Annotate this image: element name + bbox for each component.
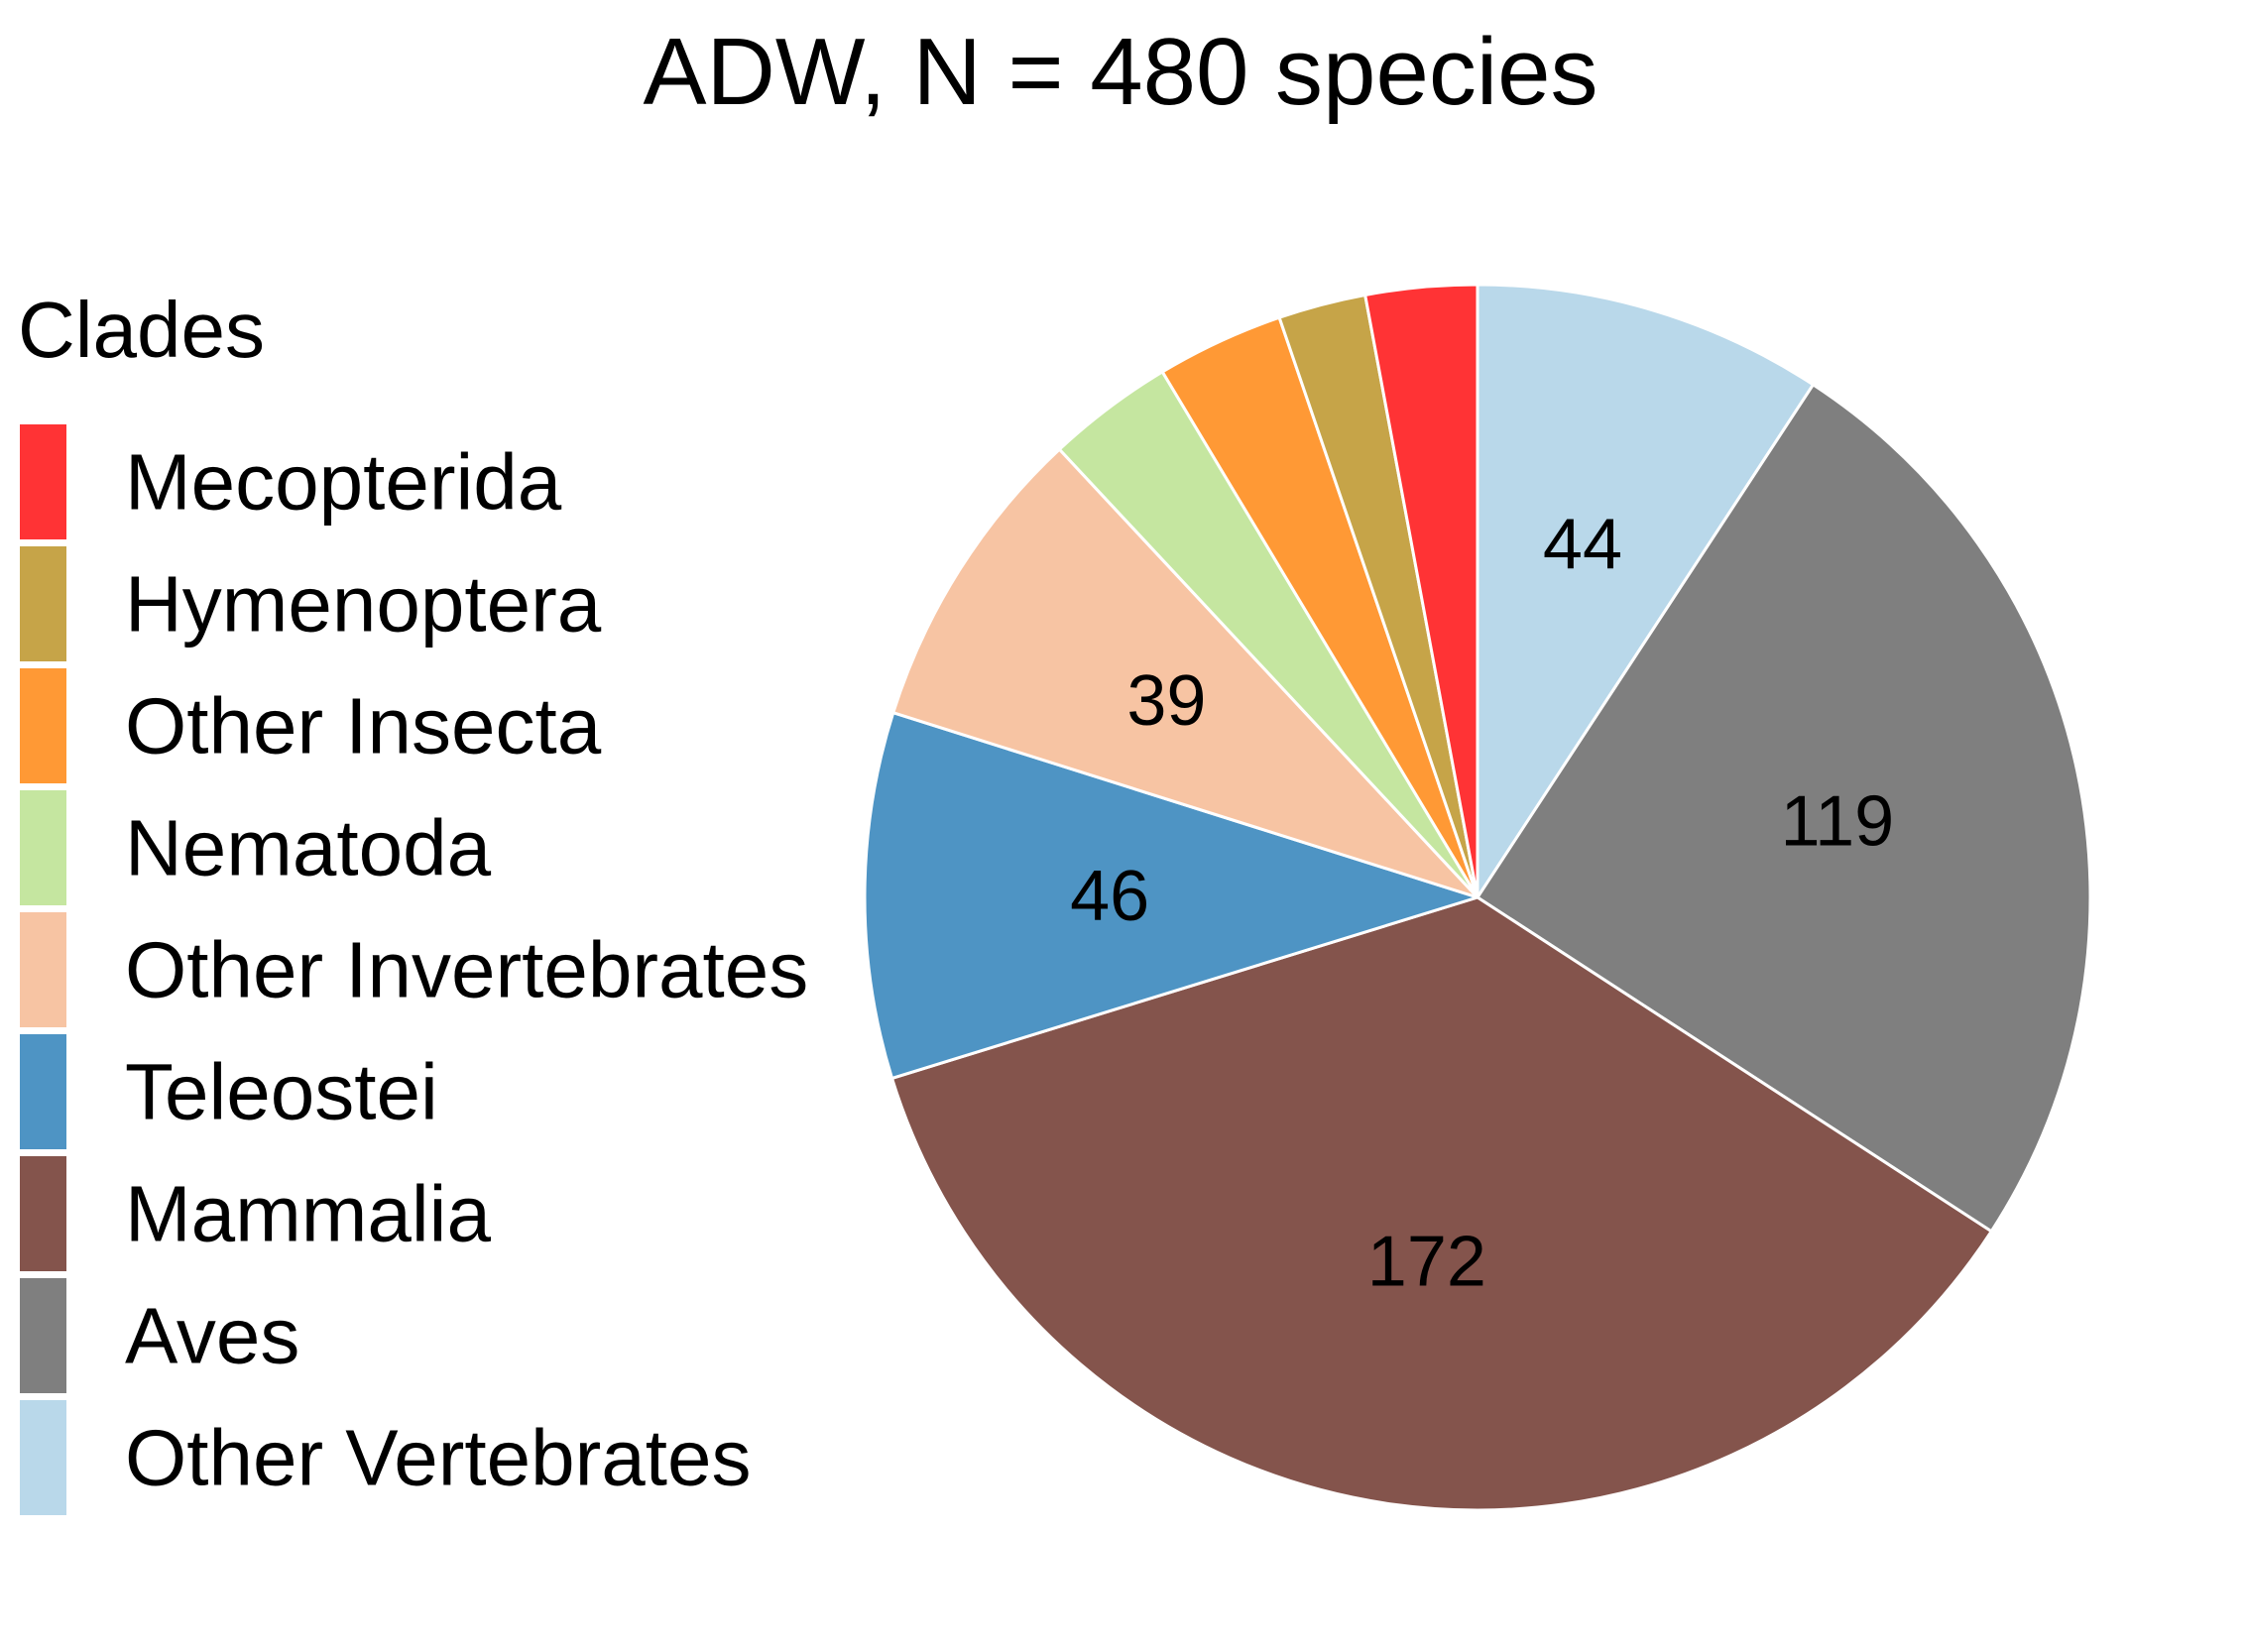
pie-slices	[863, 283, 2092, 1512]
slice-label-other-vertebrates: 44	[1543, 506, 1622, 585]
slice-label-aves: 119	[1780, 782, 1894, 862]
legend-label-other-insecta: Other Insecta	[125, 682, 602, 770]
pie-slice-teleostei	[863, 711, 1479, 1080]
pie-slice-other-invertebrates	[891, 447, 1479, 899]
legend-swatch-hymenoptera	[20, 546, 66, 661]
legend-item-other-invertebrates: Other Invertebrates	[20, 912, 808, 1027]
legend-swatch-nematoda	[20, 790, 66, 905]
legend-item-mammalia: Mammalia	[20, 1156, 491, 1271]
pie-slice-other-vertebrates	[1476, 283, 1815, 899]
legend-label-nematoda: Nematoda	[125, 804, 492, 892]
legend-label-aves: Aves	[125, 1292, 299, 1380]
legend-item-nematoda: Nematoda	[20, 790, 492, 905]
slice-label-mammalia: 172	[1367, 1222, 1486, 1301]
slice-label-other-invertebrates: 39	[1126, 661, 1206, 741]
legend-swatch-teleostei	[20, 1034, 66, 1149]
legend-item-hymenoptera: Hymenoptera	[20, 546, 602, 661]
chart-title: ADW, N = 480 species	[643, 19, 1597, 125]
legend-item-aves: Aves	[20, 1278, 299, 1393]
legend-swatch-other-vertebrates	[20, 1400, 66, 1515]
legend-item-other-vertebrates: Other Vertebrates	[20, 1400, 751, 1515]
legend-title: Clades	[18, 286, 265, 374]
legend-swatch-mecopterida	[20, 424, 66, 539]
legend-item-other-insecta: Other Insecta	[20, 668, 602, 783]
legend-label-mammalia: Mammalia	[125, 1170, 491, 1258]
pie-slice-labels: 44 119 172 46 39	[1070, 506, 1894, 1302]
legend: Mecopterida Hymenoptera Other Insecta Nemat…	[20, 424, 808, 1515]
pie-slice-mecopterida	[1363, 283, 1479, 899]
legend-item-mecopterida: Mecopterida	[20, 424, 562, 539]
slice-label-teleostei: 46	[1070, 857, 1149, 936]
legend-swatch-other-invertebrates	[20, 912, 66, 1027]
pie-slice-aves	[1476, 383, 2092, 1234]
legend-swatch-mammalia	[20, 1156, 66, 1271]
legend-label-other-invertebrates: Other Invertebrates	[125, 926, 808, 1014]
legend-label-teleostei: Teleostei	[125, 1048, 438, 1136]
legend-swatch-other-insecta	[20, 668, 66, 783]
legend-swatch-aves	[20, 1278, 66, 1393]
pie-slice-mammalia	[890, 895, 1993, 1512]
legend-label-mecopterida: Mecopterida	[125, 438, 562, 527]
legend-item-teleostei: Teleostei	[20, 1034, 438, 1149]
legend-label-hymenoptera: Hymenoptera	[125, 560, 602, 649]
legend-label-other-vertebrates: Other Vertebrates	[125, 1414, 751, 1502]
